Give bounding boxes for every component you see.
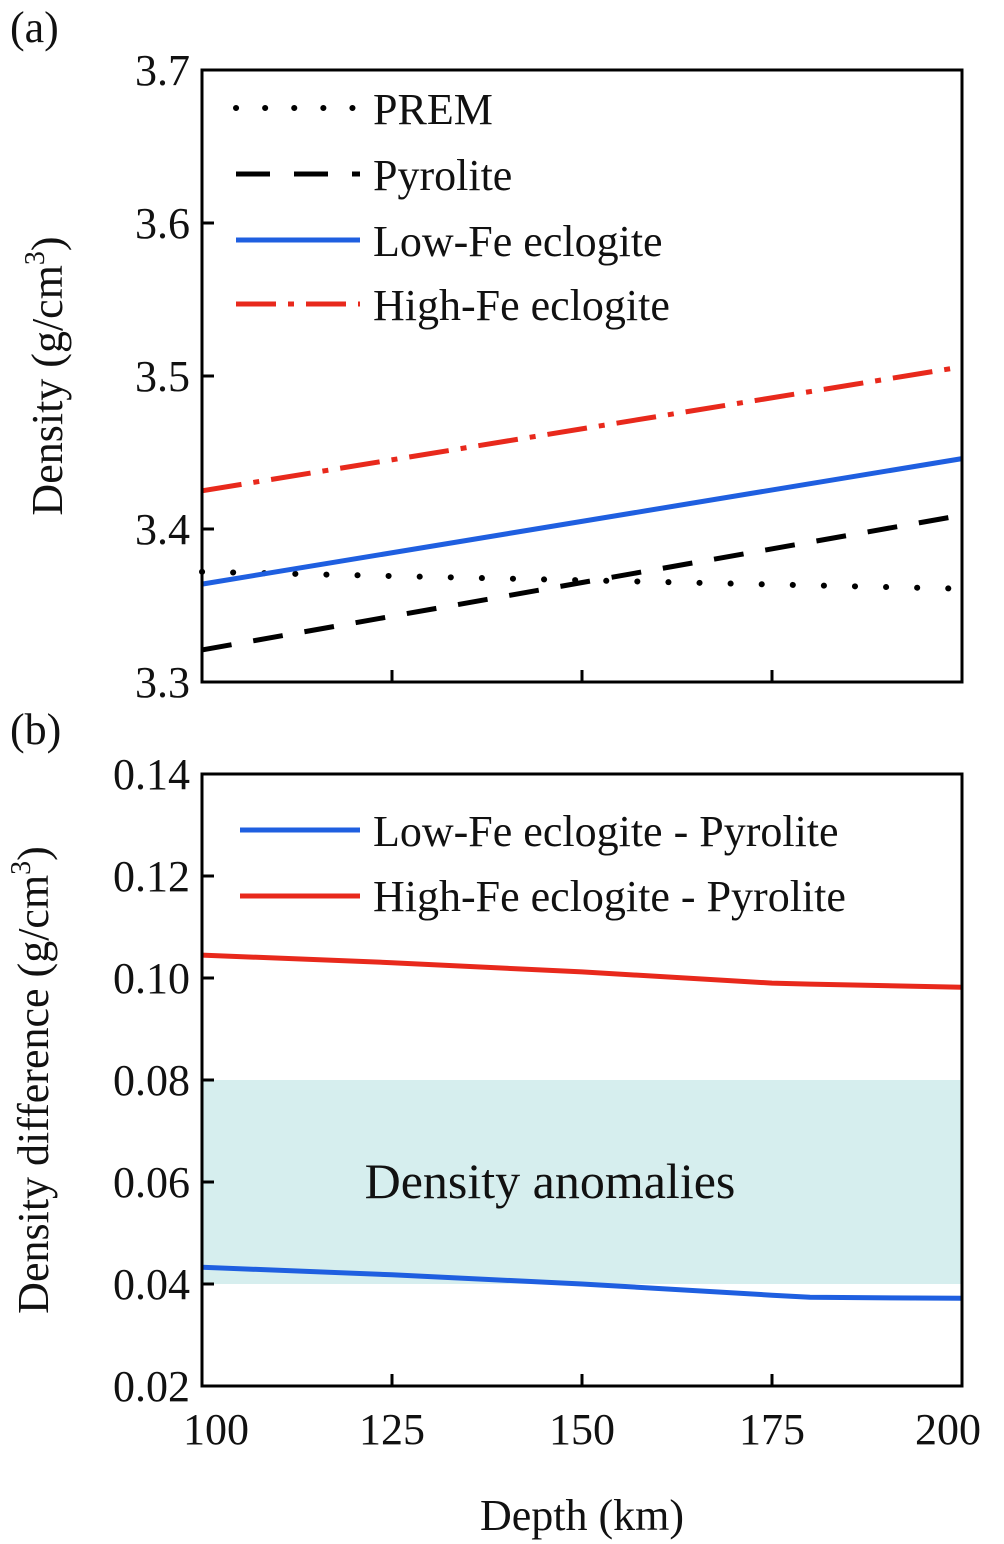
y-tick-label: 0.12 xyxy=(113,852,190,901)
y-tick-label: 3.7 xyxy=(135,46,190,95)
panel-b-ticks xyxy=(200,772,964,1388)
y-tick-label: 3.4 xyxy=(135,505,190,554)
x-tick-label: 125 xyxy=(359,1405,425,1454)
panel-a-y-tick-labels: 3.3 3.4 3.5 3.6 3.7 xyxy=(135,46,190,707)
series-line-low-fe-eclogite-pyrolite xyxy=(201,1264,963,1301)
y-tick-label: 3.3 xyxy=(135,658,190,707)
legend-label-low-fe: Low-Fe eclogite xyxy=(373,217,663,266)
panel-a-ticks xyxy=(200,68,964,684)
series-line-pyrolite xyxy=(201,512,963,653)
panel-b-legend: Low-Fe eclogite - Pyrolite High-Fe eclog… xyxy=(240,807,846,921)
legend-label-low-fe-diff: Low-Fe eclogite - Pyrolite xyxy=(373,807,839,856)
panel-a: (a) 3.3 3.4 3.5 3.6 3.7 Density (g/cm3) PREM… xyxy=(10,3,965,707)
series-line-high-fe-eclogite xyxy=(201,364,963,494)
legend-label-prem: PREM xyxy=(373,85,493,134)
y-tick-label: 3.5 xyxy=(135,352,190,401)
x-axis-title: Depth (km) xyxy=(480,1491,684,1540)
x-tick-label: 200 xyxy=(915,1405,981,1454)
panel-a-y-axis-title: Density (g/cm3) xyxy=(20,236,72,515)
panel-b-series xyxy=(201,952,963,1301)
y-tick-label: 0.14 xyxy=(113,750,190,799)
legend-label-high-fe-diff: High-Fe eclogite - Pyrolite xyxy=(373,872,846,921)
series-line-low-fe-eclogite xyxy=(201,456,963,587)
panel-b-label: (b) xyxy=(10,705,61,754)
x-tick-label: 175 xyxy=(739,1405,805,1454)
legend-label-high-fe: High-Fe eclogite xyxy=(373,281,670,330)
series-line-prem xyxy=(199,568,965,592)
legend-label-pyrolite: Pyrolite xyxy=(373,151,512,200)
y-tick-label: 0.06 xyxy=(113,1158,190,1207)
panel-a-legend: PREM Pyrolite Low-Fe eclogite High-Fe ec… xyxy=(233,85,670,330)
y-tick-label: 3.6 xyxy=(135,199,190,248)
panel-b-x-tick-labels: 100 125 150 175 200 xyxy=(183,1405,981,1454)
y-tick-label: 0.04 xyxy=(113,1260,190,1309)
panel-a-series xyxy=(199,364,965,653)
x-tick-label: 150 xyxy=(549,1405,615,1454)
x-tick-label: 100 xyxy=(183,1405,249,1454)
density-anomalies-band xyxy=(202,1080,962,1284)
panel-b-y-axis-title: Density difference (g/cm3) xyxy=(6,846,58,1314)
panel-b: (b) Density anomalies 0.020.040.060.080.… xyxy=(6,705,981,1540)
panel-a-frame xyxy=(200,68,964,684)
density-anomalies-label: Density anomalies xyxy=(365,1153,736,1209)
y-tick-label: 0.08 xyxy=(113,1056,190,1105)
y-tick-label: 0.02 xyxy=(113,1362,190,1411)
panel-a-label: (a) xyxy=(10,3,59,52)
y-tick-label: 0.10 xyxy=(113,954,190,1003)
series-line-high-fe-eclogite-pyrolite xyxy=(201,952,963,990)
panel-b-y-tick-labels: 0.02 0.04 0.06 0.08 0.10 0.12 0.14 xyxy=(113,750,190,1411)
